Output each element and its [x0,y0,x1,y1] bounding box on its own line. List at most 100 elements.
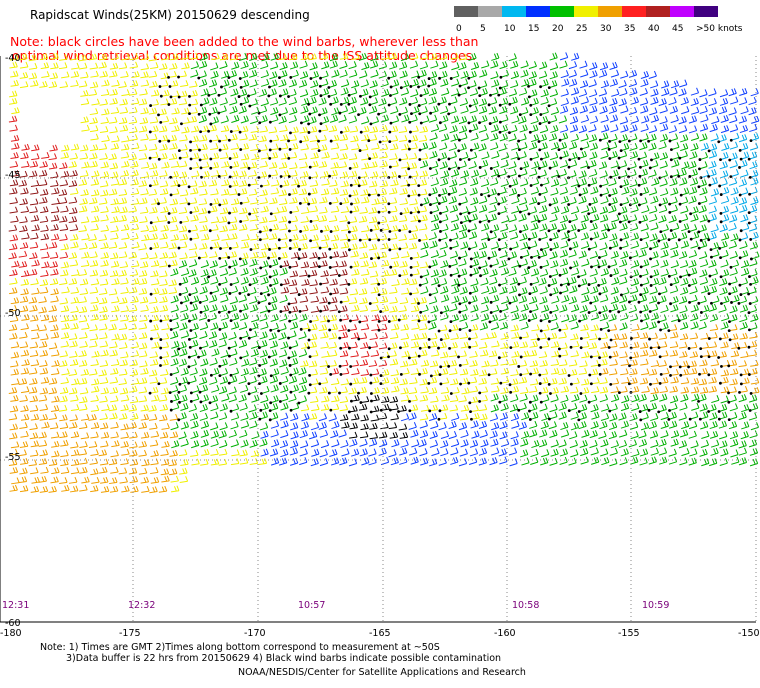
wind-barb [710,295,720,305]
wind-barb [369,171,379,178]
wind-barb [557,223,567,233]
wind-barb [460,439,469,448]
wind-barb [490,359,499,367]
wind-barb [59,387,69,394]
wind-barb [508,214,517,223]
wind-barb [420,241,429,250]
wind-barb [19,216,28,224]
wind-barb [351,304,360,312]
wind-barb [629,124,638,133]
wind-barb [629,368,638,376]
wind-barb [121,448,130,456]
wind-barb [247,287,257,297]
wind-barb [489,258,500,268]
wind-barb [279,305,290,313]
wind-barb [340,414,349,421]
wind-barb [619,232,630,242]
wind-barb [429,150,438,159]
wind-barb [258,233,269,242]
wind-barb [548,133,558,142]
wind-barb [119,98,128,106]
wind-barb [21,232,30,240]
wind-barb [41,71,50,78]
wind-barb [150,467,159,475]
wind-barb [538,368,549,377]
wind-barb [518,197,528,206]
wind-barb [509,404,519,413]
wind-barb [231,61,240,70]
wind-barb [720,259,729,268]
wind-barb [559,160,569,169]
wind-barb [328,349,338,357]
wind-barb [378,98,387,107]
wind-barb [540,151,550,161]
wind-barb [59,297,69,305]
wind-barb [631,394,640,403]
wind-barb [588,368,599,377]
wind-barb [371,142,380,150]
wind-barb [480,313,490,322]
wind-barb [290,431,299,440]
wind-barb [700,114,709,123]
wind-barb [690,440,699,449]
wind-barb [529,420,538,429]
wind-barb [130,223,140,231]
wind-barb [299,270,308,277]
wind-barb [81,161,90,169]
wind-barb [717,134,727,144]
wind-barb [109,387,119,394]
wind-barb [58,62,68,70]
wind-barb [319,429,329,438]
wind-barb [659,204,668,214]
wind-barb [468,324,479,332]
wind-barb [451,412,460,421]
wind-barb [597,358,608,367]
wind-barb [488,350,498,358]
wind-barb [357,179,368,188]
wind-barb [409,358,418,366]
wind-barb [450,88,460,97]
wind-barb [9,179,19,187]
wind-barb [41,421,50,429]
wind-barb [230,88,239,97]
wind-barb [739,87,748,96]
wind-barb [578,196,587,205]
wind-barb [157,377,168,386]
wind-barb [569,107,579,116]
wind-barb [121,160,130,168]
wind-barb [577,278,588,288]
wind-barb [108,404,118,412]
wind-barb [517,187,527,197]
wind-barb [299,60,308,69]
wind-barb [730,350,740,358]
wind-barb [749,458,759,467]
wind-barb [669,277,680,286]
wind-barb [627,133,638,143]
wind-barb [551,350,560,358]
wind-barb [388,52,398,60]
wind-barb [520,321,529,330]
wind-barb [478,143,487,152]
wind-barb [338,161,348,169]
wind-barb [347,225,358,234]
wind-barb [569,440,578,449]
wind-barb [317,260,328,268]
wind-barb [430,269,439,278]
wind-barb [390,252,400,260]
wind-barb [431,448,440,457]
wind-barb [278,215,288,223]
wind-barb [198,60,208,69]
wind-barb [189,152,200,161]
wind-barb [10,360,19,368]
wind-barb [580,96,589,105]
wind-barb [189,232,200,241]
wind-barb [399,260,408,268]
wind-barb [440,170,450,179]
wind-barb [59,414,68,422]
wind-barb [158,80,169,88]
wind-barb [369,432,378,440]
wind-barb [230,143,240,150]
wind-barb [348,61,357,70]
wind-barb [78,205,88,213]
wind-barb [160,98,169,106]
